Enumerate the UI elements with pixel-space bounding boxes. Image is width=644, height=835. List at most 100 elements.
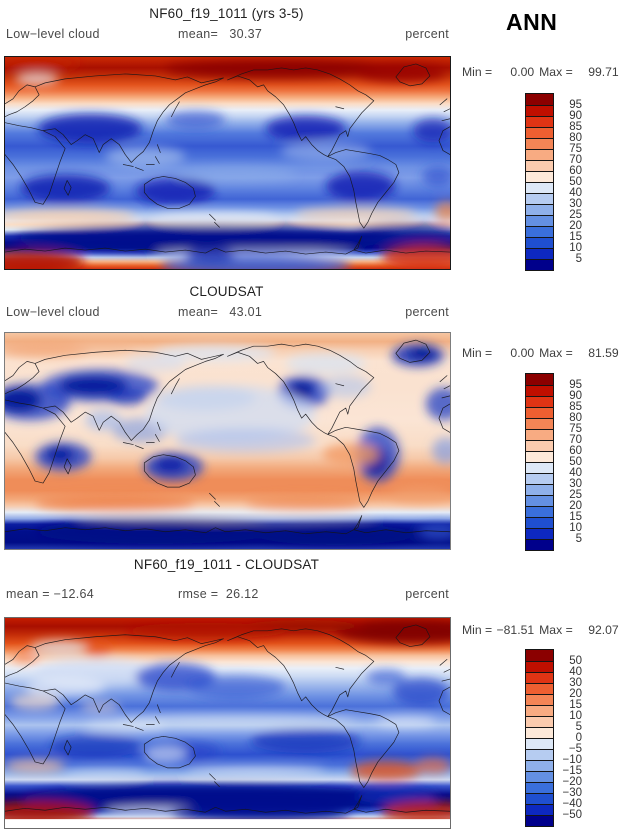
colorbar-swatch xyxy=(526,484,553,495)
colorbar-tick-label: 85 xyxy=(569,121,582,133)
panel-obs-units-label: percent xyxy=(405,305,449,319)
panel-obs-subtitle-row: Low−level cloud mean= 43.01 percent xyxy=(4,305,449,321)
colorbar-swatch xyxy=(526,506,553,517)
colorbar-swatch xyxy=(526,94,553,105)
colorbar-swatch xyxy=(526,248,553,259)
colorbar-tick-label: 50 xyxy=(569,655,582,667)
colorbar-obs-swatches xyxy=(525,373,554,551)
colorbar-tick-label: 5 xyxy=(575,253,582,265)
panel-obs-mean-stat: mean= 43.01 xyxy=(178,305,263,319)
colorbar-tick-label: 25 xyxy=(569,489,582,501)
colorbar-tick-label: 90 xyxy=(569,110,582,122)
panel-model-subtitle-row: Low−level cloud mean= 30.37 percent xyxy=(4,27,449,43)
colorbar-tick-label: 75 xyxy=(569,423,582,435)
colorbar-tick-label: −20 xyxy=(562,776,582,788)
colorbar-swatch xyxy=(526,749,553,760)
colorbar-tick-label: 5 xyxy=(575,533,582,545)
colorbar-tick-label: 30 xyxy=(569,677,582,689)
panel-obs-variable-label: Low−level cloud xyxy=(6,305,100,319)
colorbar-swatch xyxy=(526,226,553,237)
colorbar-swatch xyxy=(526,160,553,171)
colorbar-tick-label: 20 xyxy=(569,220,582,232)
panel-diff-rmse-stat: rmse = 26.12 xyxy=(178,587,259,601)
colorbar-swatch xyxy=(526,760,553,771)
colorbar-swatch xyxy=(526,193,553,204)
colorbar-tick-label: 50 xyxy=(569,176,582,188)
colorbar-tick-label: 25 xyxy=(569,209,582,221)
colorbar-swatch xyxy=(526,738,553,749)
colorbar-swatch xyxy=(526,804,553,815)
panel-model-minmax: Min = 0.00 Max = 99.71 xyxy=(462,65,619,79)
colorbar-swatch xyxy=(526,782,553,793)
colorbar-swatch xyxy=(526,705,553,716)
colorbar-tick-label: 85 xyxy=(569,401,582,413)
panel-diff-mean-stat: mean = −12.64 xyxy=(6,587,94,601)
colorbar-swatch xyxy=(526,215,553,226)
colorbar-diff: 50 40 30 20 15 10 5 0 −5 −10 −15 −20 −30 −40 −50 xyxy=(525,649,595,827)
colorbar-swatch xyxy=(526,771,553,782)
panel-diff-subtitle-row: mean = −12.64 rmse = 26.12 percent xyxy=(4,587,449,603)
colorbar-tick-label: 60 xyxy=(569,445,582,457)
colorbar-swatch xyxy=(526,237,553,248)
colorbar-tick-label: 75 xyxy=(569,143,582,155)
colorbar-swatch xyxy=(526,716,553,727)
colorbar-swatch xyxy=(526,385,553,396)
panel-model-variable-label: Low−level cloud xyxy=(6,27,100,41)
panel-diff-units-label: percent xyxy=(405,587,449,601)
colorbar-swatch xyxy=(526,793,553,804)
colorbar-swatch xyxy=(526,127,553,138)
colorbar-tick-label: 80 xyxy=(569,132,582,144)
colorbar-tick-label: 20 xyxy=(569,500,582,512)
colorbar-swatch xyxy=(526,815,553,826)
colorbar-tick-label: 95 xyxy=(569,379,582,391)
colorbar-tick-label: 15 xyxy=(569,511,582,523)
panel-model-units-label: percent xyxy=(405,27,449,41)
colorbar-swatch xyxy=(526,495,553,506)
colorbar-swatch xyxy=(526,462,553,473)
colorbar-tick-label: 80 xyxy=(569,412,582,424)
colorbar-swatch xyxy=(526,171,553,182)
colorbar-swatch xyxy=(526,661,553,672)
colorbar-swatch xyxy=(526,259,553,270)
colorbar-tick-label: 90 xyxy=(569,390,582,402)
colorbar-swatch xyxy=(526,727,553,738)
colorbar-obs: 95 90 85 80 75 70 60 50 40 30 25 20 15 10 5 xyxy=(525,373,595,551)
colorbar-tick-label: 70 xyxy=(569,434,582,446)
colorbar-tick-label: 95 xyxy=(569,99,582,111)
colorbar-swatch xyxy=(526,694,553,705)
colorbar-swatch xyxy=(526,138,553,149)
colorbar-swatch xyxy=(526,528,553,539)
colorbar-swatch xyxy=(526,451,553,462)
colorbar-swatch xyxy=(526,396,553,407)
colorbar-swatch xyxy=(526,105,553,116)
colorbar-tick-label: 70 xyxy=(569,154,582,166)
colorbar-tick-label: 10 xyxy=(569,242,582,254)
panel-diff-minmax: Min = −81.51 Max = 92.07 xyxy=(462,623,619,637)
colorbar-tick-label: 15 xyxy=(569,699,582,711)
panel-obs-minmax: Min = 0.00 Max = 81.59 xyxy=(462,346,619,360)
colorbar-tick-label: 60 xyxy=(569,165,582,177)
colorbar-swatch xyxy=(526,182,553,193)
colorbar-tick-label: 10 xyxy=(569,710,582,722)
colorbar-tick-label: −5 xyxy=(568,743,582,755)
colorbar-swatch xyxy=(526,116,553,127)
panel-diff-title: NF60_f19_1011 - CLOUDSAT xyxy=(133,557,320,572)
colorbar-tick-label: −10 xyxy=(562,754,582,766)
colorbar-swatch xyxy=(526,374,553,385)
colorbar-tick-label: −50 xyxy=(562,809,582,821)
colorbar-tick-label: 20 xyxy=(569,688,582,700)
colorbar-swatch xyxy=(526,672,553,683)
coastlines-overlay xyxy=(5,63,450,255)
colorbar-tick-label: 30 xyxy=(569,478,582,490)
colorbar-swatch xyxy=(526,429,553,440)
colorbar-swatch xyxy=(526,440,553,451)
colorbar-tick-label: 5 xyxy=(575,721,582,733)
colorbar-tick-label: 15 xyxy=(569,231,582,243)
colorbar-tick-label: −40 xyxy=(562,798,582,810)
colorbar-swatch xyxy=(526,149,553,160)
colorbar-model: 95 90 85 80 75 70 60 50 40 30 25 20 15 10 5 xyxy=(525,93,595,271)
colorbar-tick-label: 0 xyxy=(575,732,582,744)
colorbar-tick-label: −30 xyxy=(562,787,582,799)
map-obs-lowcloud xyxy=(4,332,451,550)
